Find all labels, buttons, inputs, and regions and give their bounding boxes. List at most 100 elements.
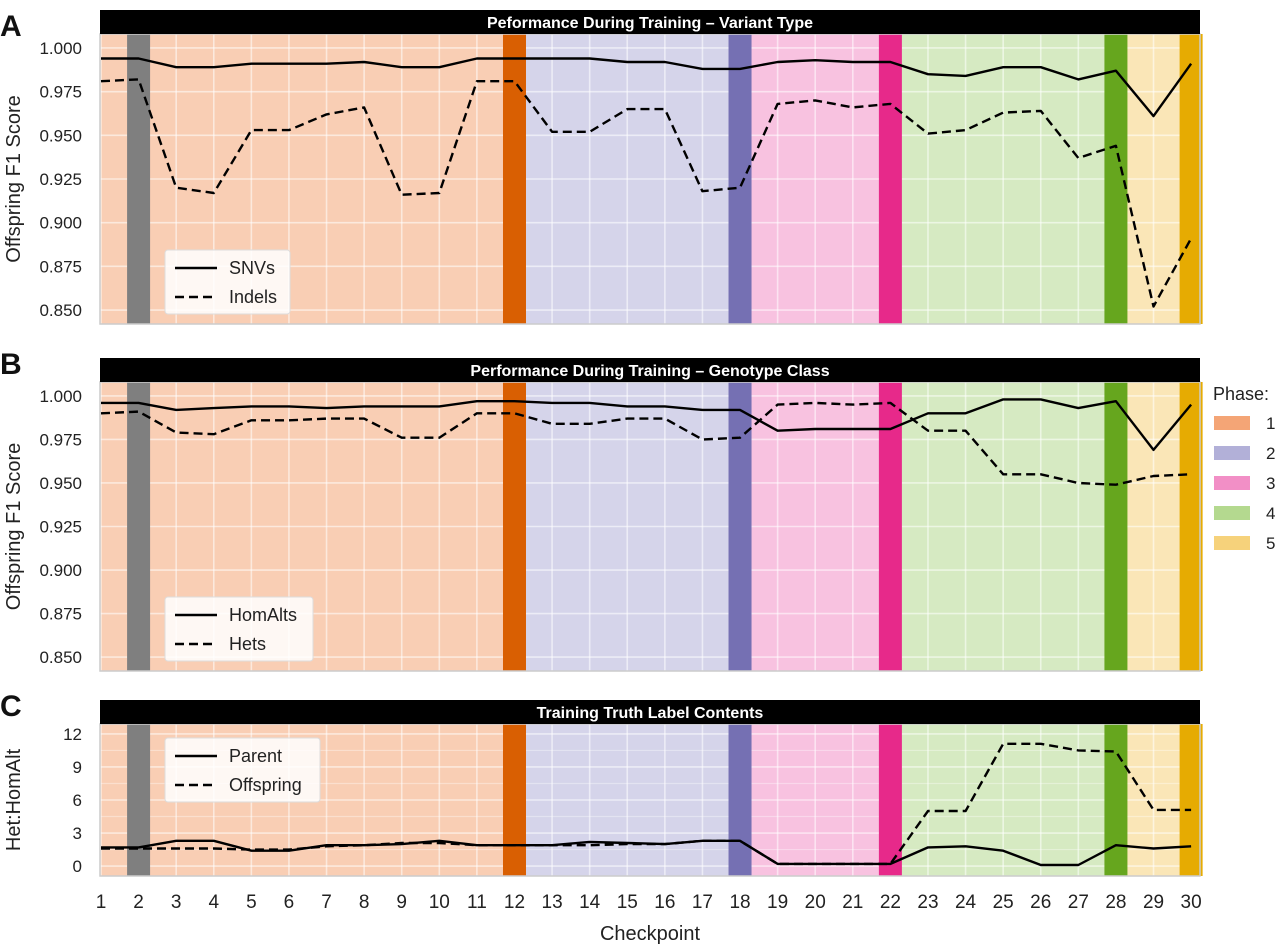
checkpoint-30-marker xyxy=(1179,382,1203,671)
y-tick-label: 3 xyxy=(73,824,82,843)
x-tick-label: 11 xyxy=(467,892,487,913)
legend-label: Hets xyxy=(229,634,266,654)
x-tick-label: 26 xyxy=(1030,892,1051,913)
phase-3-swatch xyxy=(1214,476,1250,490)
x-tick-label: 7 xyxy=(321,892,332,913)
x-tick-label: 27 xyxy=(1068,892,1089,913)
phase-legend-label: 2 xyxy=(1266,444,1275,463)
x-tick-label: 17 xyxy=(692,892,713,913)
y-axis-label: Offspring F1 Score xyxy=(3,443,25,610)
x-axis-label: Checkpoint xyxy=(600,923,701,944)
panel-a: Peformance During Training – Variant Typ… xyxy=(0,10,1203,325)
panel-letter: C xyxy=(0,690,22,723)
y-tick-label: 0.900 xyxy=(39,561,82,580)
checkpoint-28-marker xyxy=(1104,382,1128,671)
phase-legend-label: 4 xyxy=(1266,504,1275,523)
panel-title: Performance During Training – Genotype C… xyxy=(470,363,829,380)
x-tick-label: 18 xyxy=(729,892,750,913)
x-tick-label: 13 xyxy=(542,892,563,913)
series-hets-line xyxy=(100,401,1192,486)
legend-label: Offspring xyxy=(229,775,302,795)
x-tick-label: 14 xyxy=(579,892,601,913)
checkpoint-12-marker xyxy=(502,724,526,876)
phase-1-swatch xyxy=(1214,416,1250,430)
x-tick-label: 25 xyxy=(993,892,1014,913)
phase-legend-label: 1 xyxy=(1266,414,1275,433)
y-axis-label: Het:HomAlt xyxy=(3,748,25,851)
y-tick-label: 0.900 xyxy=(39,214,82,233)
legend-label: Indels xyxy=(229,287,277,307)
phase-2-swatch xyxy=(1214,446,1250,460)
series-parent-line xyxy=(101,839,1192,867)
x-tick-label: 12 xyxy=(504,892,525,913)
checkpoint-2-marker xyxy=(127,724,151,876)
panel-title: Training Truth Label Contents xyxy=(537,705,764,722)
y-tick-label: 0.875 xyxy=(39,257,82,276)
checkpoint-18-marker xyxy=(728,724,752,876)
y-tick-label: 0.925 xyxy=(39,170,82,189)
panel-b: Performance During Training – Genotype C… xyxy=(0,348,1203,672)
checkpoint-2-marker xyxy=(127,382,151,671)
checkpoint-28-marker xyxy=(1104,724,1128,876)
panel-letter: A xyxy=(0,10,22,43)
x-tick-label: 4 xyxy=(208,892,219,913)
y-axis-label: Offspring F1 Score xyxy=(3,95,25,262)
y-tick-label: 0.950 xyxy=(39,474,82,493)
checkpoint-22-marker xyxy=(878,34,902,324)
y-tick-label: 9 xyxy=(73,758,82,777)
x-tick-label: 28 xyxy=(1105,892,1126,913)
panel-letter: B xyxy=(0,348,22,381)
x-tick-label: 5 xyxy=(246,892,257,913)
legend-label: HomAlts xyxy=(229,605,297,625)
legend-label: SNVs xyxy=(229,258,275,278)
phase-legend: Phase: 1 2 3 4 5 xyxy=(1213,384,1275,553)
y-tick-label: 0 xyxy=(73,857,82,876)
y-tick-label: 0.925 xyxy=(39,518,82,537)
x-tick-label: 30 xyxy=(1181,892,1202,913)
x-tick-label: 24 xyxy=(955,892,977,913)
phase-legend-label: 5 xyxy=(1266,534,1275,553)
x-tick-label: 9 xyxy=(396,892,407,913)
checkpoint-2-marker xyxy=(127,34,151,324)
y-tick-label: 1.000 xyxy=(39,387,82,406)
phase-4-swatch xyxy=(1214,506,1250,520)
x-tick-label: 23 xyxy=(917,892,938,913)
series-indels-line xyxy=(100,78,1193,308)
series-snvs-line xyxy=(101,57,1193,118)
x-tick-label: 29 xyxy=(1143,892,1164,913)
y-tick-label: 0.850 xyxy=(39,648,82,667)
phase-5-swatch xyxy=(1214,536,1250,550)
series-legend: HomAlts Hets xyxy=(164,596,314,662)
checkpoint-28-marker xyxy=(1104,34,1128,324)
phase-legend-label: 3 xyxy=(1266,474,1275,493)
panel-title: Peformance During Training – Variant Typ… xyxy=(487,15,813,32)
checkpoint-22-marker xyxy=(878,724,902,876)
legend-box xyxy=(164,596,314,662)
y-tick-label: 0.975 xyxy=(39,430,82,449)
x-tick-label: 6 xyxy=(284,892,295,913)
x-tick-label: 15 xyxy=(617,892,638,913)
legend-label: Parent xyxy=(229,746,282,766)
panel-title-bar xyxy=(100,358,1200,382)
x-tick-label: 2 xyxy=(133,892,144,913)
series-homalts-line xyxy=(101,398,1193,452)
x-tick-label: 3 xyxy=(171,892,182,913)
y-tick-label: 0.950 xyxy=(39,126,82,145)
checkpoint-22-marker xyxy=(878,382,902,671)
checkpoint-30-marker xyxy=(1179,724,1203,876)
panel-c: Training Truth Label ContentsC036912Het:… xyxy=(0,690,1203,944)
x-tick-label: 16 xyxy=(654,892,675,913)
y-tick-label: 6 xyxy=(73,791,82,810)
x-tick-label: 10 xyxy=(429,892,450,913)
x-tick-label: 1 xyxy=(96,892,107,913)
checkpoint-18-marker xyxy=(728,34,752,324)
series-legend: SNVs Indels xyxy=(164,249,291,315)
x-tick-label: 19 xyxy=(767,892,788,913)
x-tick-label: 21 xyxy=(842,892,863,913)
y-tick-label: 0.850 xyxy=(39,301,82,320)
y-tick-label: 0.975 xyxy=(39,83,82,102)
y-tick-label: 12 xyxy=(63,725,82,744)
phase-legend-title: Phase: xyxy=(1213,384,1269,404)
checkpoint-18-marker xyxy=(728,382,752,671)
